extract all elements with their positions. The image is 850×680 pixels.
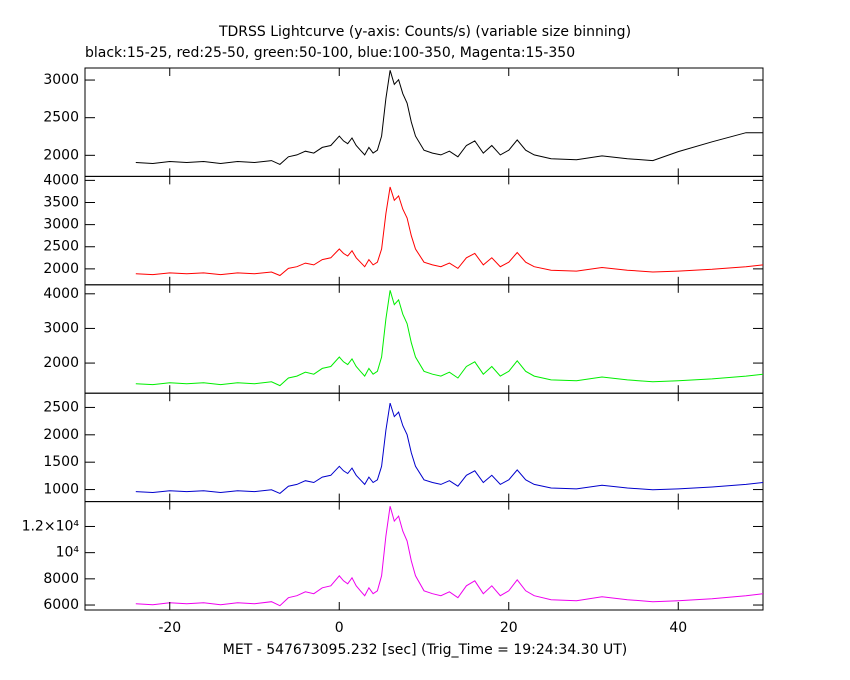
y-tick-label: 1.2×10⁴ <box>22 518 80 534</box>
x-tick-label: 0 <box>335 620 344 636</box>
y-tick-label: 10⁴ <box>56 545 80 561</box>
y-tick-label: 2000 <box>43 147 79 163</box>
y-tick-label: 2000 <box>43 355 79 371</box>
y-tick-label: 4000 <box>43 172 79 188</box>
lightcurve <box>135 186 764 277</box>
y-tick-label: 2000 <box>43 427 79 443</box>
y-tick-label: 3000 <box>43 72 79 88</box>
y-tick-label: 2500 <box>43 239 79 255</box>
panel-frame <box>84 392 764 503</box>
panel-frame <box>84 501 764 611</box>
x-tick-label: -20 <box>158 620 181 636</box>
y-tick-label: 3000 <box>43 320 79 336</box>
y-tick-label: 2500 <box>43 110 79 126</box>
panel-frame <box>84 175 764 286</box>
panel-frame <box>84 284 764 394</box>
y-tick-label: 2500 <box>43 399 79 415</box>
y-tick-label: 6000 <box>43 597 79 613</box>
lightcurve <box>135 70 763 165</box>
lightcurve <box>135 402 764 494</box>
y-tick-label: 1000 <box>43 482 79 498</box>
lightcurve <box>135 506 764 607</box>
lightcurve <box>135 290 764 387</box>
y-tick-label: 3500 <box>43 195 79 211</box>
y-tick-label: 3000 <box>43 217 79 233</box>
panel-frame <box>84 67 764 177</box>
y-tick-label: 8000 <box>43 571 79 587</box>
chart-title: TDRSS Lightcurve (y-axis: Counts/s) (var… <box>218 24 631 40</box>
y-tick-label: 4000 <box>43 286 79 302</box>
x-tick-label: 20 <box>500 620 518 636</box>
chart-subtitle: black:15-25, red:25-50, green:50-100, bl… <box>85 45 575 61</box>
x-tick-label: 40 <box>669 620 687 636</box>
y-tick-label: 1500 <box>43 454 79 470</box>
y-tick-label: 2000 <box>43 261 79 277</box>
x-axis-label: MET - 547673095.232 [sec] (Trig_Time = 1… <box>223 642 627 658</box>
